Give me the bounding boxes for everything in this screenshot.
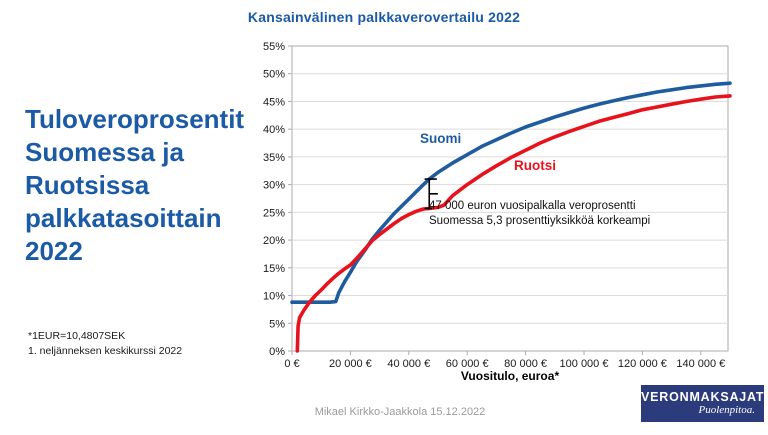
- x-tick-label: 140 000 €: [676, 358, 725, 370]
- x-tick-label: 0 €: [284, 358, 299, 370]
- x-tick-label: 80 000 €: [504, 358, 547, 370]
- veronmaksajat-logo: VERONMAKSAJAT Puolenpitoa.: [641, 385, 764, 422]
- series-line-suomi: [290, 81, 732, 304]
- difference-annotation: 47 000 euron vuosipalkalla veroprosentti…: [429, 199, 650, 229]
- y-tick-label: 35%: [263, 152, 285, 164]
- x-tick-label: 60 000 €: [446, 358, 489, 370]
- y-tick-label: 30%: [263, 180, 285, 192]
- x-tick-label: 100 000 €: [560, 358, 609, 370]
- x-tick-label: 120 000 €: [618, 358, 667, 370]
- y-tick-label: 10%: [263, 291, 285, 303]
- y-tick-label: 55%: [263, 41, 285, 53]
- logo-tagline: Puolenpitoa.: [698, 404, 755, 416]
- series-label-ruotsi: Ruotsi: [514, 158, 556, 173]
- slide-heading-line: palkkatasoittain: [25, 203, 222, 233]
- slide-heading-line: Tuloveroprosentit: [25, 104, 245, 134]
- y-tick-label: 25%: [263, 207, 285, 219]
- annotation-line: Suomessa 5,3 prosenttiyksikköä korkeampi: [429, 215, 651, 227]
- exchange-rate-footnote: *1EUR=10,4807SEK 1. neljänneksen keskiku…: [28, 329, 182, 359]
- page-title: Kansainvälinen palkkaverovertailu 2022: [247, 9, 521, 25]
- slide-heading: Tuloveroprosentit Suomessa ja Ruotsissa …: [25, 103, 265, 268]
- plot-area: [291, 45, 729, 352]
- slide-heading-line: Suomessa ja: [25, 137, 184, 167]
- series-label-suomi: Suomi: [420, 131, 462, 146]
- slide-heading-line: Ruotsissa: [25, 170, 150, 200]
- x-tick-label: 20 000 €: [329, 358, 372, 370]
- y-tick-label: 20%: [263, 235, 285, 247]
- slide-heading-line: 2022: [25, 236, 83, 266]
- x-axis-title: Vuositulo, euroa*: [460, 369, 560, 383]
- x-tick-label: 40 000 €: [387, 358, 430, 370]
- annotation-line: 47 000 euron vuosipalkalla veroprosentti: [429, 200, 636, 212]
- difference-bracket: [424, 178, 439, 210]
- y-tick-label: 45%: [263, 96, 285, 108]
- y-tick-label: 5%: [269, 318, 285, 330]
- author-credit: Mikael Kirkko-Jaakkola 15.12.2022: [314, 406, 486, 418]
- footnote-line: 1. neljänneksen keskikurssi 2022: [28, 345, 183, 357]
- y-tick-label: 15%: [263, 263, 285, 275]
- logo-name: VERONMAKSAJAT: [641, 390, 765, 404]
- y-tick-label: 0%: [269, 346, 285, 358]
- y-tick-label: 50%: [263, 69, 285, 81]
- footnote-line: *1EUR=10,4807SEK: [28, 330, 126, 342]
- y-tick-label: 40%: [263, 124, 285, 136]
